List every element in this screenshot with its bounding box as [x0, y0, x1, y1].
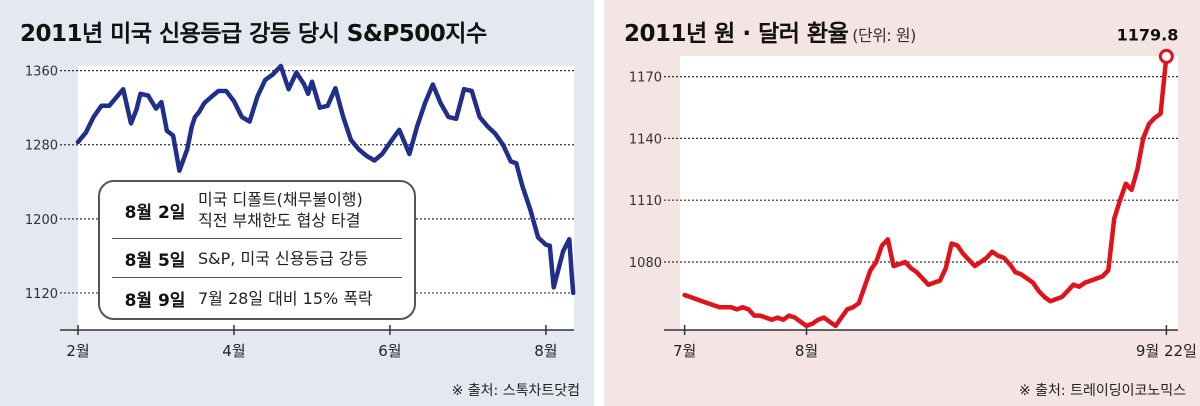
y-tick-label: 1140 — [629, 132, 662, 147]
plot-area — [680, 56, 1178, 330]
event-annotation-box: 8월 2일 미국 디폴트(채무불이행) 직전 부채한도 협상 타결 8월 5일 … — [98, 180, 416, 320]
exchange-rate-chart-title: 2011년 원 · 달러 환율 — [624, 21, 849, 47]
series-line — [75, 63, 576, 296]
x-tick-label: 6월 — [378, 342, 401, 360]
exchange-rate-chart-title-wrap: 2011년 원 · 달러 환율 (단위: 원) — [624, 14, 916, 48]
peak-value-label: 1179.8 — [1117, 25, 1179, 44]
event-row: 8월 2일 미국 디폴트(채무불이행) 직전 부채한도 협상 타결 — [112, 182, 402, 239]
event-description: 7월 28일 대비 15% 폭락 — [198, 288, 373, 308]
y-tick-label: 1120 — [25, 287, 58, 302]
peak-marker — [1158, 48, 1174, 64]
x-tick-label: 8월 — [534, 342, 557, 360]
exchange-rate-chart: 1170 1140 1110 1080 7월 8월 9월 22일 1179.8 — [629, 25, 1197, 360]
y-tick-label: 1280 — [25, 139, 58, 154]
event-description-line: 미국 디폴트(채무불이행) — [198, 190, 363, 209]
event-description: 미국 디폴트(채무불이행) 직전 부채한도 협상 타결 — [198, 189, 363, 231]
exchange-rate-chart-panel: 2011년 원 · 달러 환율 (단위: 원) 1170 1140 1110 1080 7… — [604, 0, 1200, 406]
x-tick-label: 9월 22일 — [1136, 342, 1197, 360]
sp500-chart-title: 2011년 미국 신용등급 강등 당시 S&P500지수 — [20, 21, 487, 47]
x-tick-label: 7월 — [673, 342, 696, 360]
event-description-line: 직전 부채한도 협상 타결 — [198, 211, 361, 230]
event-row: 8월 5일 S&P, 미국 신용등급 강등 — [112, 239, 402, 278]
event-description: S&P, 미국 신용등급 강등 — [198, 248, 369, 268]
y-tick-label: 1110 — [629, 194, 662, 209]
y-tick-label: 1170 — [629, 71, 662, 86]
x-tick-label: 2월 — [66, 342, 89, 360]
y-tick-label: 1200 — [25, 213, 58, 228]
y-tick-label: 1080 — [629, 256, 662, 271]
y-tick-label: 1360 — [25, 65, 58, 80]
unit-label: (단위: 원) — [852, 26, 916, 45]
sp500-source: ※ 출처: 스톡차트닷컴 — [451, 383, 580, 399]
event-date: 8월 9일 — [124, 290, 186, 311]
event-date: 8월 5일 — [124, 250, 186, 271]
x-tick-label: 4월 — [222, 342, 245, 360]
series-line — [682, 54, 1169, 329]
x-tick-label: 8월 — [795, 342, 818, 360]
event-row: 8월 9일 7월 28일 대비 15% 폭락 — [112, 278, 402, 318]
event-date: 8월 2일 — [124, 202, 186, 223]
exchange-rate-source: ※ 출처: 트레이딩이코노믹스 — [1018, 383, 1186, 399]
sp500-chart-panel: 2011년 미국 신용등급 강등 당시 S&P500지수 1360 1280 120… — [0, 0, 594, 406]
